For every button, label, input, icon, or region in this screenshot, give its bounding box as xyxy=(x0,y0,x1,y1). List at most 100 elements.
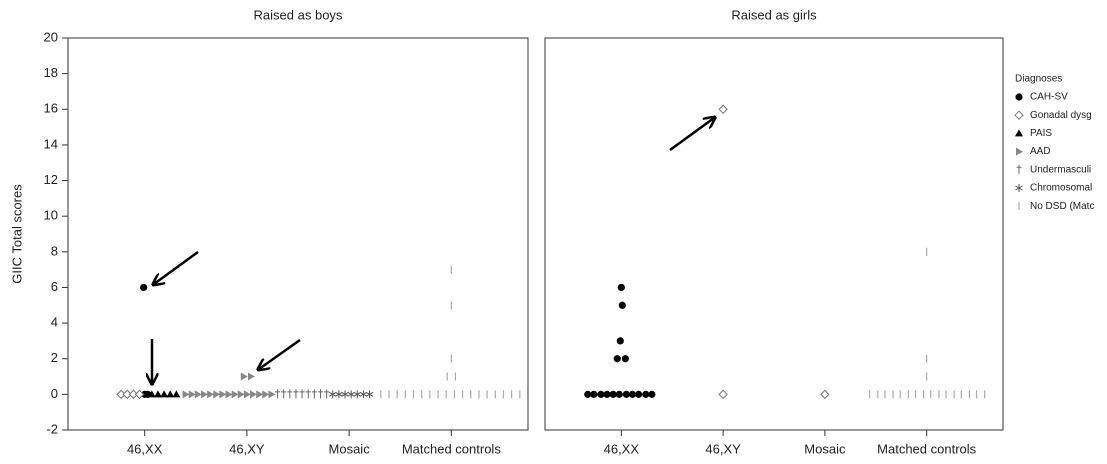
point xyxy=(622,390,631,398)
point xyxy=(609,390,617,398)
point xyxy=(341,390,349,399)
legend-label: CAH-SV xyxy=(1030,92,1068,103)
point xyxy=(166,390,175,398)
point xyxy=(256,390,264,399)
point xyxy=(616,337,624,345)
point xyxy=(188,390,196,399)
legend-marker xyxy=(1016,147,1023,156)
point xyxy=(820,389,830,400)
point xyxy=(603,390,611,398)
x-tick-label: 46,XX xyxy=(604,441,640,456)
point xyxy=(207,390,215,399)
x-tick-label: 46,XY xyxy=(229,441,265,456)
legend-label: Undermasculi xyxy=(1030,164,1091,175)
legend-marker xyxy=(1015,93,1023,101)
legend-marker xyxy=(1015,129,1023,137)
x-tick-label: Matched controls xyxy=(877,441,976,456)
point xyxy=(268,390,276,399)
legend-label: Gonadal dysg xyxy=(1030,110,1092,121)
legend-marker xyxy=(1014,110,1024,120)
y-tick-label: 0 xyxy=(51,386,58,401)
point xyxy=(200,390,208,399)
y-tick-label: 6 xyxy=(51,279,58,294)
point xyxy=(317,389,323,399)
x-tick-label: 46,XY xyxy=(705,441,741,456)
point xyxy=(262,390,270,399)
point xyxy=(275,389,281,399)
legend-label: No DSD (Matc xyxy=(1030,201,1094,212)
point xyxy=(359,390,368,399)
legend-label: Chromosomal xyxy=(1030,183,1092,194)
point xyxy=(584,390,592,398)
plot-frame xyxy=(67,37,529,431)
y-tick-label: -2 xyxy=(46,421,58,436)
arrow xyxy=(259,338,301,369)
x-tick-label: Matched controls xyxy=(402,441,501,456)
y-tick-label: 8 xyxy=(51,243,58,258)
point xyxy=(225,390,233,399)
point xyxy=(293,389,299,399)
point xyxy=(305,389,311,399)
panel-title: Raised as girls xyxy=(731,7,817,22)
x-tick-label: 46,XX xyxy=(127,441,163,456)
point xyxy=(182,390,190,399)
x-tick-label: Mosaic xyxy=(804,441,846,456)
point xyxy=(219,390,227,399)
point xyxy=(281,389,287,399)
point xyxy=(329,390,337,399)
point xyxy=(237,390,245,399)
point xyxy=(147,390,156,398)
point xyxy=(642,390,650,398)
point xyxy=(213,390,221,399)
y-tick-label: 2 xyxy=(51,350,58,365)
x-tick-label: Mosaic xyxy=(329,441,371,456)
point xyxy=(247,372,255,381)
point xyxy=(194,390,202,399)
point xyxy=(172,390,181,398)
point xyxy=(160,390,169,398)
arrow xyxy=(669,118,714,152)
plot-frame xyxy=(544,37,1004,431)
point xyxy=(324,389,330,399)
point xyxy=(231,390,239,399)
annotation-arrows xyxy=(152,118,714,383)
point xyxy=(140,283,148,292)
point xyxy=(299,389,305,399)
point xyxy=(153,390,162,398)
point xyxy=(287,389,293,399)
panel-title: Raised as boys xyxy=(254,7,343,22)
point xyxy=(718,104,728,114)
point xyxy=(635,390,643,398)
point xyxy=(617,283,625,292)
arrow xyxy=(154,250,199,284)
y-axis-label: GIIC Total scores xyxy=(9,184,24,284)
y-tick-label: 16 xyxy=(44,101,58,116)
point xyxy=(128,389,139,400)
point xyxy=(613,355,621,363)
y-tick-label: 10 xyxy=(44,208,58,223)
point xyxy=(134,389,145,400)
y-tick-label: 14 xyxy=(44,136,58,151)
point xyxy=(347,390,355,399)
point xyxy=(718,389,728,400)
point xyxy=(648,390,656,398)
point xyxy=(116,389,126,400)
legend-label: AAD xyxy=(1030,146,1051,157)
point xyxy=(618,301,626,309)
point xyxy=(621,355,630,363)
legend-title: Diagnoses xyxy=(1015,74,1062,85)
point xyxy=(365,390,374,399)
point xyxy=(240,372,248,381)
legend-marker xyxy=(1016,164,1022,174)
y-tick-label: 20 xyxy=(44,29,58,44)
point xyxy=(353,390,362,399)
y-tick-label: 18 xyxy=(44,65,58,80)
point xyxy=(250,390,258,399)
point xyxy=(335,390,343,399)
point xyxy=(243,390,251,399)
point xyxy=(311,389,317,399)
point xyxy=(628,390,637,398)
point xyxy=(597,390,605,398)
y-tick-label: 4 xyxy=(51,315,58,330)
